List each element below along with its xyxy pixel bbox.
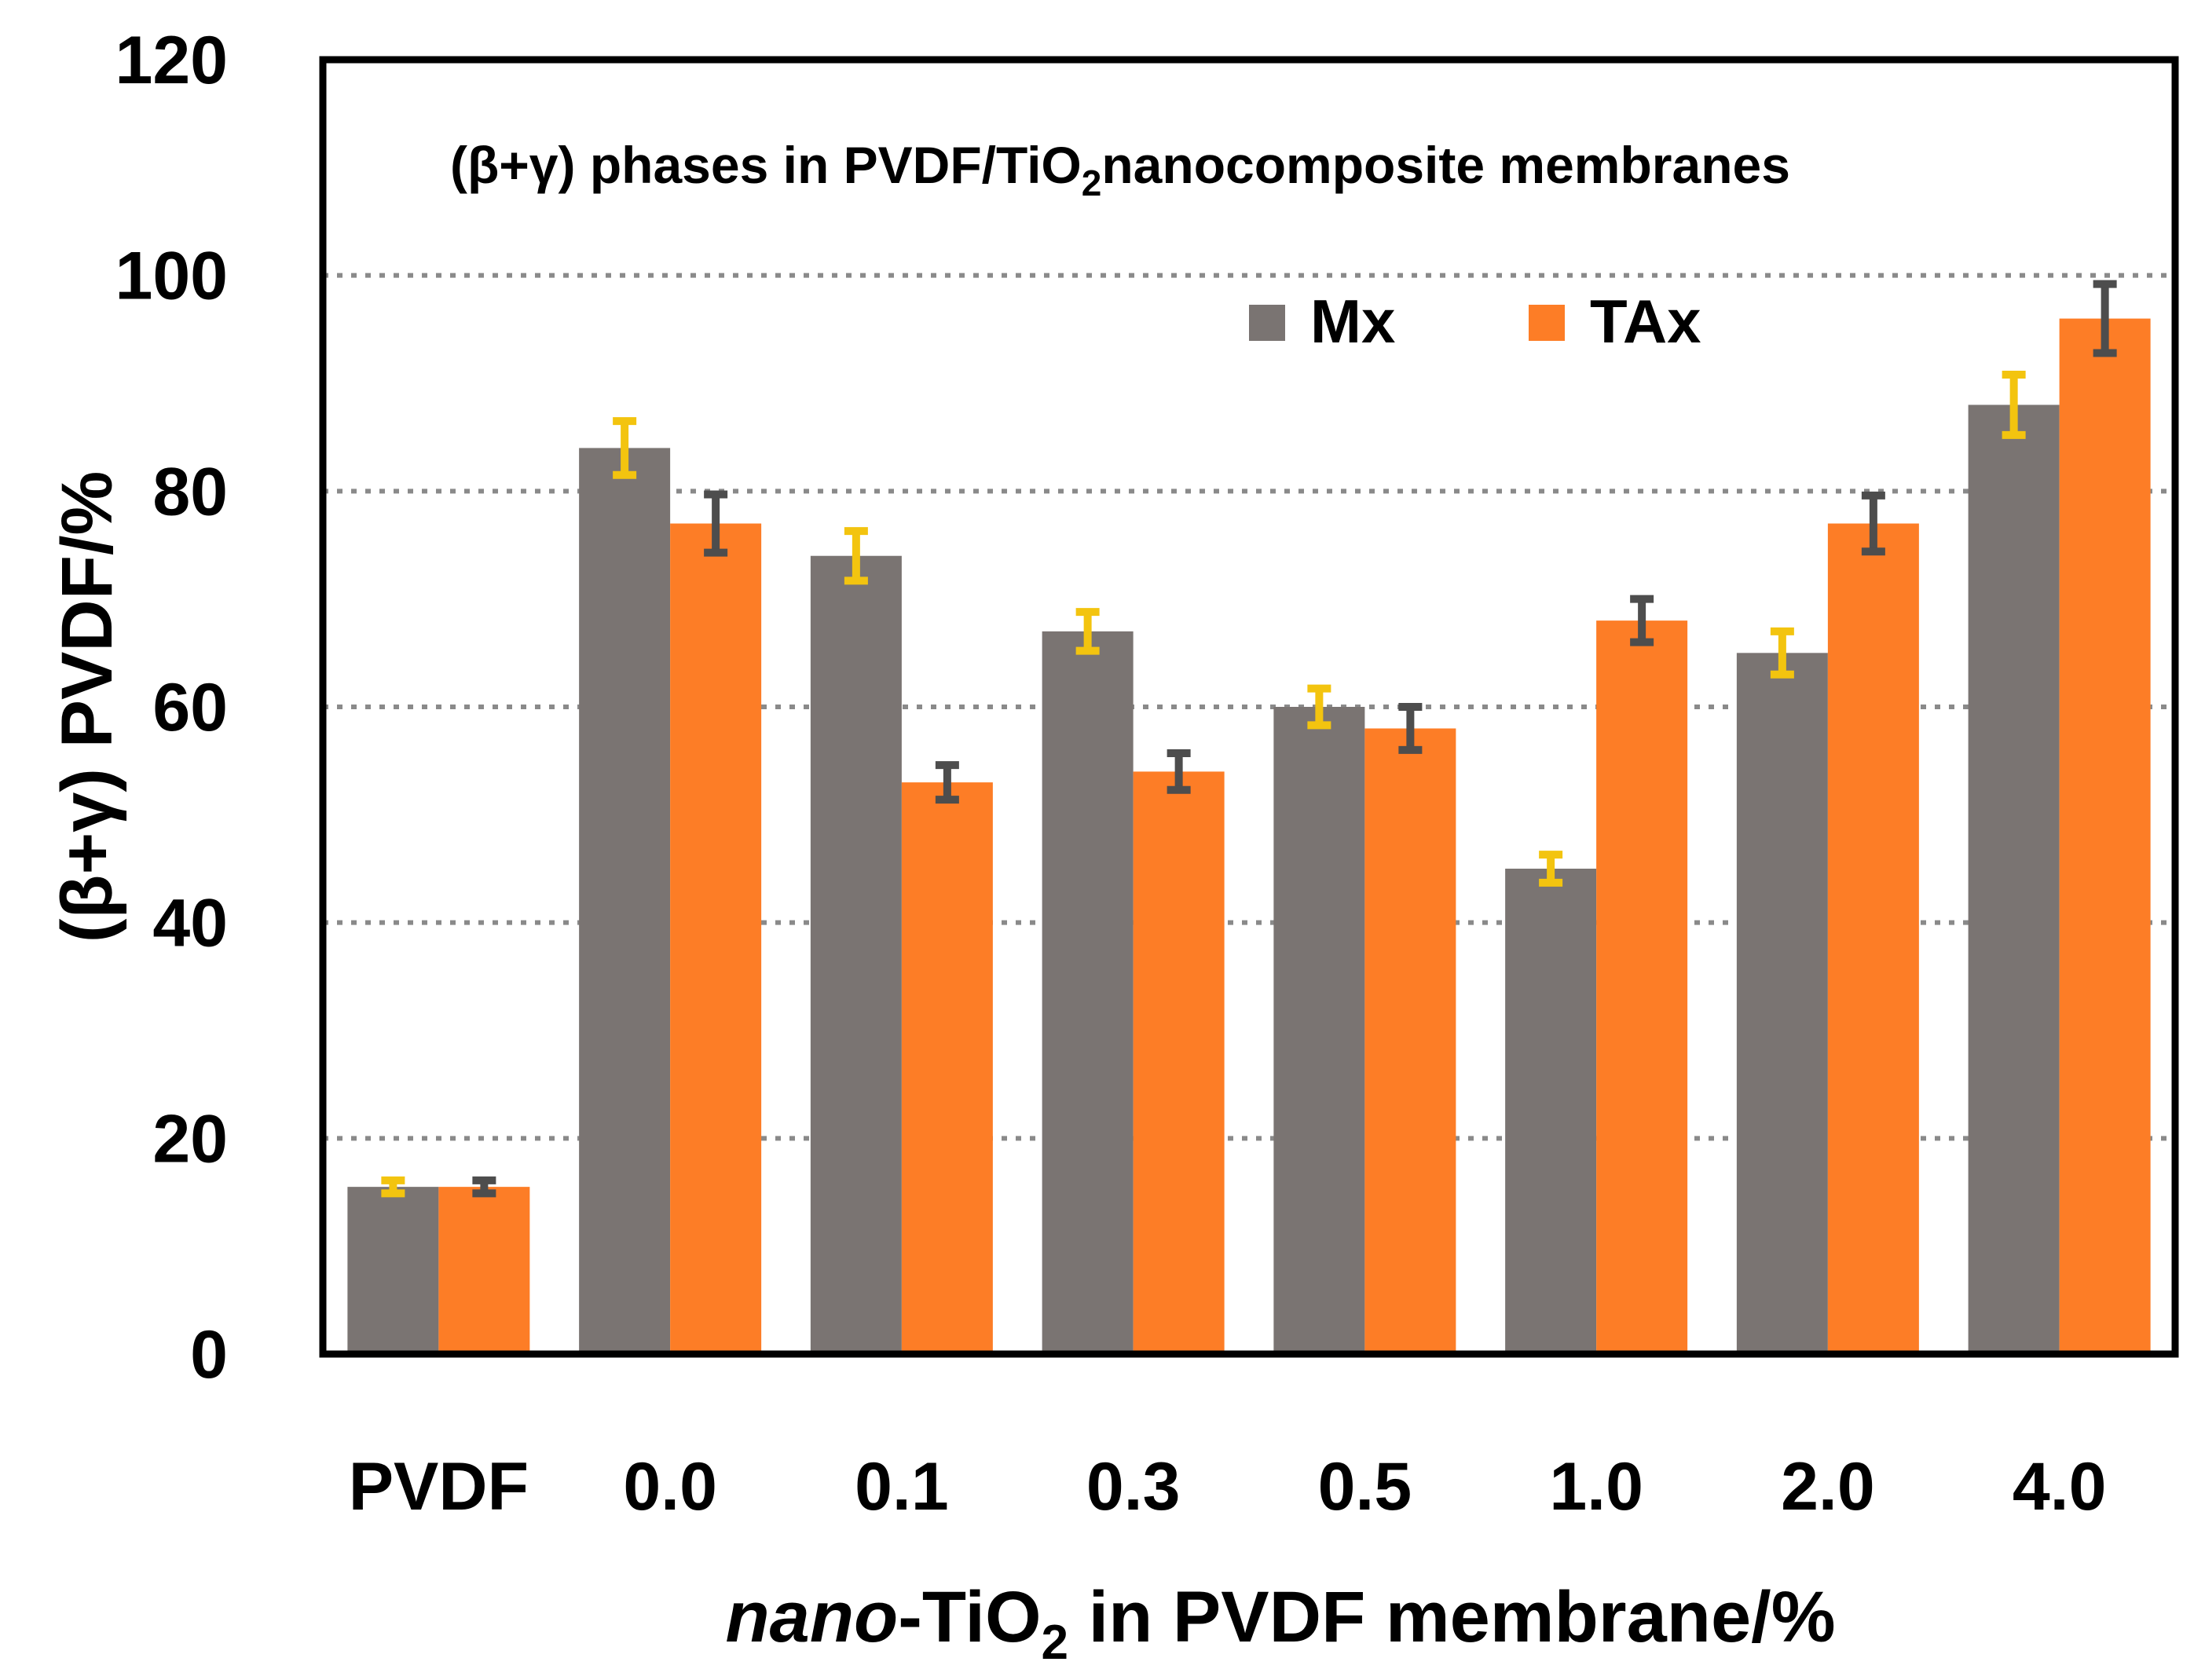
x-tick-label: PVDF bbox=[349, 1449, 529, 1524]
x-axis-title-sub: 2 bbox=[1042, 1616, 1068, 1670]
x-axis-title-italic: nano bbox=[725, 1577, 898, 1657]
y-tick-label: 100 bbox=[115, 239, 229, 314]
error-bar-tax bbox=[1861, 491, 1885, 556]
error-bar-tax bbox=[1398, 703, 1423, 754]
error-bar-tax bbox=[704, 490, 728, 557]
error-bar-tax bbox=[1167, 749, 1191, 794]
error-bar-mx bbox=[1307, 684, 1331, 730]
y-axis-title: (β+γ) PVDF/% bbox=[47, 471, 127, 943]
bar-tax bbox=[670, 523, 762, 1354]
error-bar-mx bbox=[613, 417, 637, 479]
error-bar-tax bbox=[2093, 280, 2117, 357]
bar-tax bbox=[901, 782, 993, 1354]
plot-frame bbox=[319, 56, 2179, 1358]
chart-title-post: nanocomposite membranes bbox=[1101, 136, 1790, 194]
error-bars bbox=[381, 280, 2117, 1198]
y-tick-label: 120 bbox=[115, 23, 229, 98]
error-bar-mx bbox=[1770, 627, 1794, 679]
error-bar-tax bbox=[472, 1176, 496, 1198]
y-tick-label: 60 bbox=[152, 670, 228, 745]
bar-tax bbox=[2059, 318, 2151, 1355]
error-bar-mx bbox=[2002, 371, 2026, 439]
bar-mx bbox=[1968, 404, 2060, 1354]
bar-tax bbox=[438, 1187, 530, 1354]
x-tick-label: 4.0 bbox=[2013, 1449, 2107, 1524]
error-bar-tax bbox=[935, 761, 959, 804]
y-axis-ticks: 0 20 40 60 80 100 120 bbox=[115, 23, 229, 1393]
error-bar-mx bbox=[844, 527, 868, 585]
error-bar-mx bbox=[1539, 851, 1563, 887]
bar-tax bbox=[1364, 728, 1456, 1354]
bar-mx bbox=[1042, 631, 1134, 1354]
x-tick-label: 0.0 bbox=[623, 1449, 717, 1524]
bars bbox=[347, 318, 2151, 1355]
y-tick-label: 0 bbox=[190, 1317, 228, 1393]
bar-tax bbox=[1827, 523, 1919, 1354]
bar-tax bbox=[1133, 771, 1225, 1354]
chart-title-sub: 2 bbox=[1082, 163, 1102, 203]
bar-mx bbox=[1273, 707, 1365, 1354]
chart-title: (β+γ) phases in PVDF/TiO2nanocomposite m… bbox=[450, 136, 1790, 203]
legend: Mx TAx bbox=[1249, 287, 1701, 356]
y-tick-label: 80 bbox=[152, 454, 228, 529]
x-tick-label: 0.1 bbox=[855, 1449, 949, 1524]
y-tick-label: 20 bbox=[152, 1101, 228, 1177]
bar-mx bbox=[347, 1187, 439, 1354]
x-tick-label: 2.0 bbox=[1781, 1449, 1875, 1524]
error-bar-mx bbox=[1075, 608, 1100, 655]
legend-swatch-mx bbox=[1249, 305, 1285, 341]
legend-swatch-tax bbox=[1529, 305, 1565, 341]
bar-mx bbox=[810, 555, 902, 1354]
error-bar-tax bbox=[1630, 595, 1654, 646]
x-tick-label: 0.5 bbox=[1318, 1449, 1412, 1524]
bar-mx bbox=[1505, 869, 1597, 1354]
x-axis-title-post: in PVDF membrane/% bbox=[1068, 1577, 1835, 1657]
error-bar-mx bbox=[381, 1176, 405, 1198]
legend-label-mx: Mx bbox=[1310, 287, 1395, 356]
x-axis-title-pre: -TiO bbox=[898, 1577, 1041, 1657]
bar-mx bbox=[1736, 653, 1828, 1354]
x-axis-ticks: PVDF 0.0 0.1 0.3 0.5 1.0 2.0 4.0 bbox=[349, 1449, 2107, 1524]
bar-mx bbox=[579, 448, 671, 1354]
bar-tax bbox=[1596, 620, 1688, 1354]
legend-label-tax: TAx bbox=[1590, 287, 1701, 356]
x-axis-title: nano-TiO2 in PVDF membrane/% bbox=[725, 1577, 1835, 1670]
chart-title-pre: (β+γ) phases in PVDF/TiO bbox=[450, 136, 1082, 194]
y-tick-label: 40 bbox=[152, 886, 228, 961]
x-tick-label: 0.3 bbox=[1086, 1449, 1181, 1524]
x-tick-label: 1.0 bbox=[1549, 1449, 1643, 1524]
